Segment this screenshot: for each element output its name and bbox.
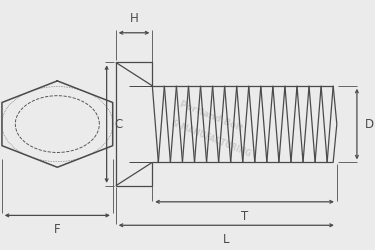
- Text: & MANUFACTURING: & MANUFACTURING: [170, 119, 252, 159]
- Text: C: C: [115, 118, 123, 130]
- Text: L: L: [223, 233, 230, 246]
- Text: F: F: [54, 223, 61, 236]
- Text: Portland Bolt: Portland Bolt: [178, 100, 244, 134]
- Text: H: H: [130, 12, 138, 25]
- Text: T: T: [241, 210, 248, 223]
- Text: D: D: [365, 118, 374, 130]
